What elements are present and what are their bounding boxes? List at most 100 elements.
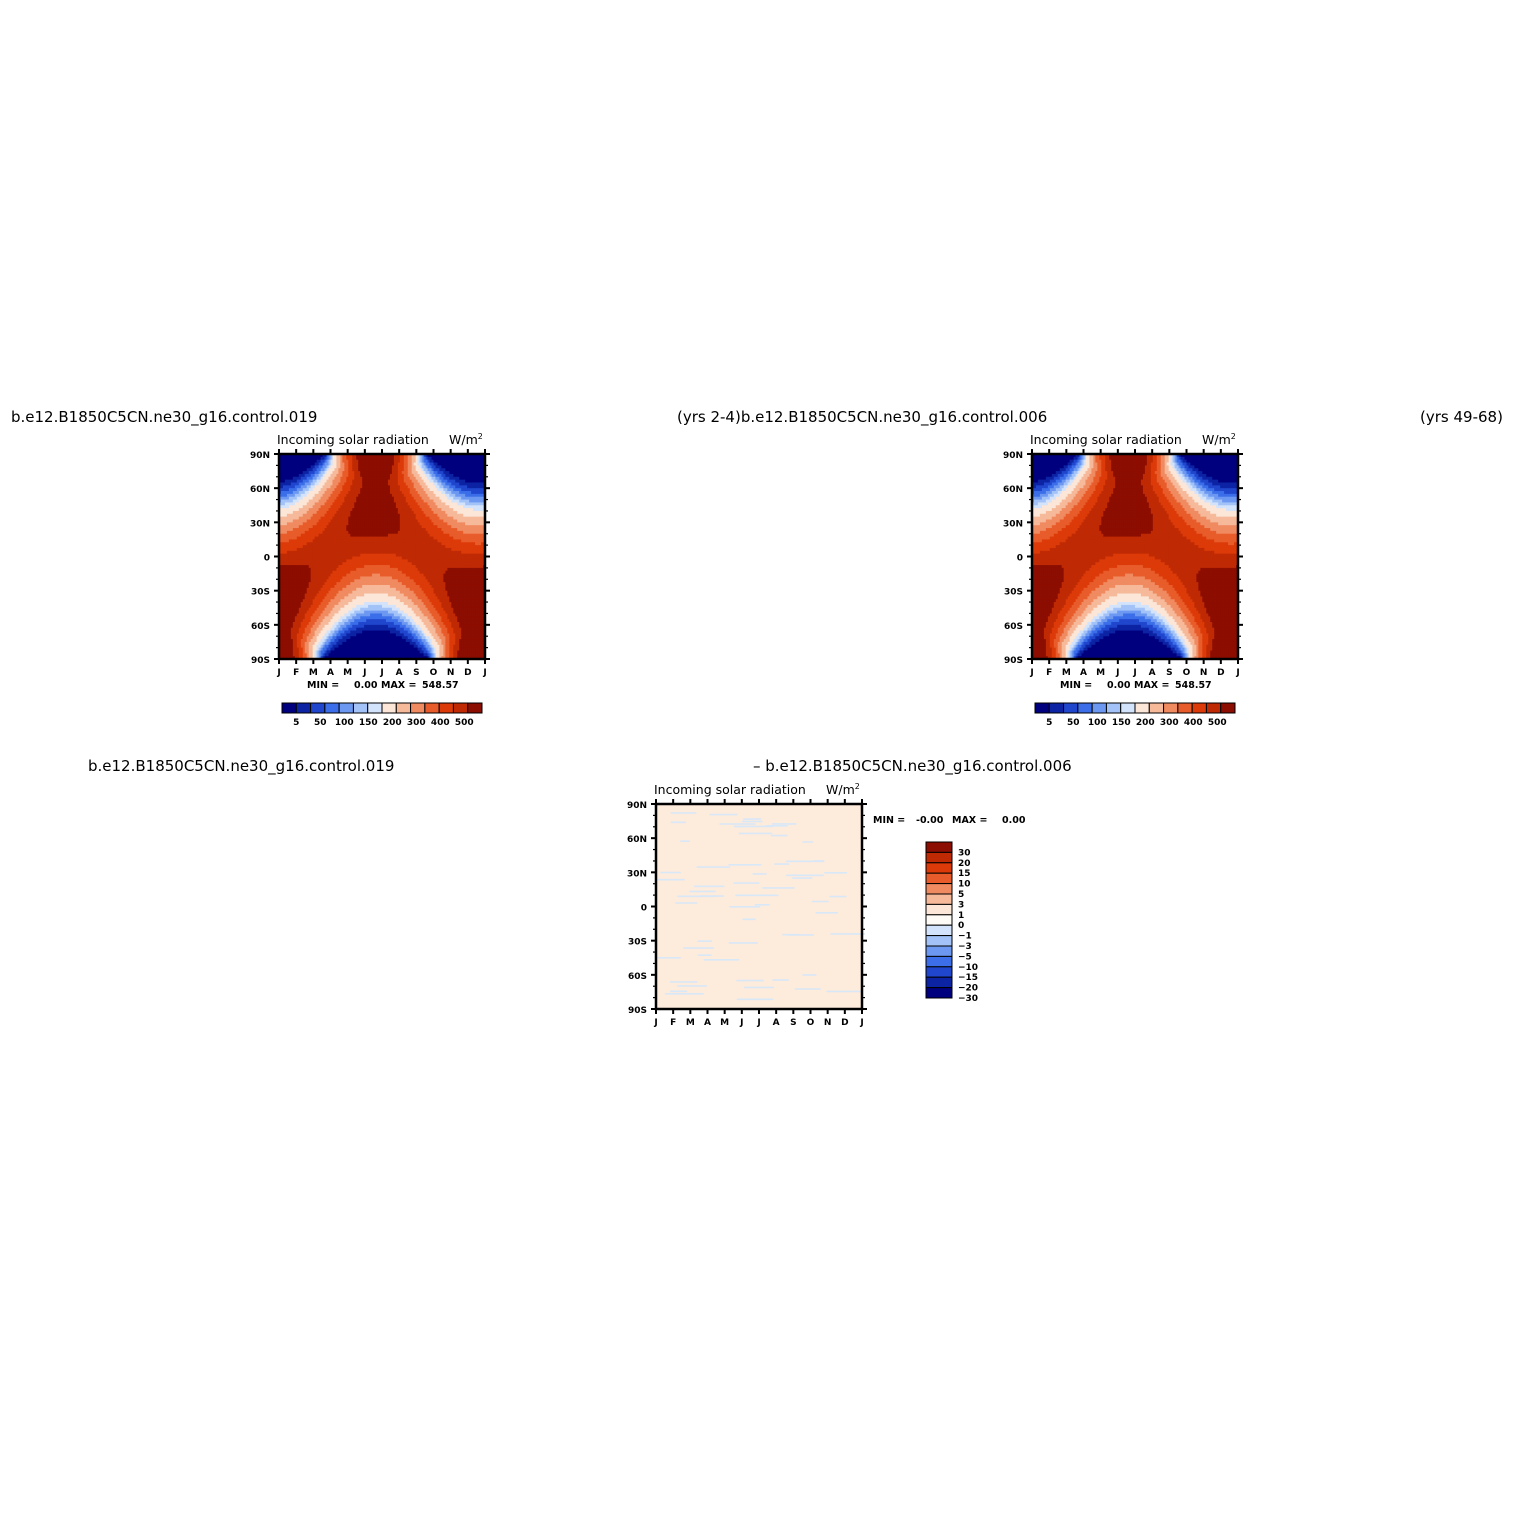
- panel1-cell: [280, 462, 284, 466]
- panel1-cell: [320, 602, 324, 606]
- panel1-cell: [286, 493, 290, 498]
- panel1-cell: [312, 587, 316, 592]
- panel1-cell: [288, 536, 292, 541]
- panel1-cell: [292, 602, 296, 606]
- panel1-cell: [290, 522, 294, 526]
- panel1-cell: [284, 547, 288, 552]
- panel1-cell: [292, 513, 296, 518]
- panel1-cell: [279, 556, 282, 560]
- panel1-cell: [290, 508, 294, 512]
- panel1-cell: [310, 562, 314, 566]
- panel1-cell: [304, 590, 308, 595]
- panel1-cell: [296, 553, 300, 558]
- panel1-cell: [298, 456, 302, 461]
- panel1-cell: [316, 579, 320, 583]
- panel1-cell: [296, 599, 300, 603]
- panel1-cell: [288, 624, 292, 629]
- panel1-cell: [294, 516, 298, 521]
- panel1-cell: [308, 584, 312, 589]
- panel1-cell: [306, 556, 310, 560]
- panel1-cell: [282, 493, 286, 498]
- panel1-cell: [304, 530, 308, 535]
- panel1-cell: [314, 491, 318, 495]
- panel1-cell: [318, 553, 322, 558]
- panel1-cell: [316, 516, 320, 521]
- panel1-cell: [318, 653, 322, 657]
- panel1-cell: [300, 476, 304, 481]
- panel1-cell: [314, 462, 318, 466]
- panel1-cell: [300, 619, 304, 623]
- panel1-cell: [320, 516, 324, 521]
- panel1-cell: [304, 482, 308, 486]
- panel1-cell: [298, 596, 302, 600]
- panel1-cell: [308, 530, 312, 535]
- panel1-cell: [282, 505, 286, 509]
- panel1-cell: [280, 602, 284, 606]
- panel1-cell: [300, 607, 304, 612]
- panel1-cell: [296, 579, 300, 583]
- panel1-cell: [306, 459, 310, 464]
- panel1-cell: [280, 590, 284, 595]
- panel1-cell: [290, 528, 294, 532]
- panel1-cell: [300, 584, 304, 589]
- panel1-cell: [310, 542, 314, 546]
- panel1-cell: [306, 491, 310, 495]
- panel1-cell: [288, 582, 292, 586]
- panel1-cell: [308, 576, 312, 580]
- panel1-cell: [290, 533, 294, 538]
- panel1-cell: [304, 616, 308, 620]
- panel1-cell: [284, 593, 288, 597]
- panel1-cell: [322, 530, 326, 535]
- panel1-cell: [306, 650, 310, 654]
- panel1-cell: [310, 639, 314, 643]
- panel1-cell: [304, 462, 308, 466]
- panel1-cell: [304, 602, 308, 606]
- panel1-cell: [296, 491, 300, 495]
- panel1-cell: [284, 485, 288, 489]
- panel1-cell: [318, 462, 322, 466]
- panel1-cell: [310, 528, 314, 532]
- panel1-cell: [296, 590, 300, 595]
- panel1-cell: [302, 519, 306, 523]
- panel1-cell: [302, 616, 306, 620]
- panel1-cell: [286, 459, 290, 464]
- panel1-cell: [280, 508, 284, 512]
- panel1-cell: [284, 539, 288, 543]
- panel1-cell: [279, 596, 282, 600]
- panel1-cell: [282, 562, 286, 566]
- panel1-cell: [280, 542, 284, 546]
- panel1-cell: [318, 485, 322, 489]
- panel1-cell: [308, 602, 312, 606]
- panel1-cell: [314, 556, 318, 560]
- panel1-cell: [312, 562, 316, 566]
- panel1-cell: [316, 562, 320, 566]
- panel1-cell: [284, 599, 288, 603]
- panel1-cell: [314, 639, 318, 643]
- panel1-cell: [306, 456, 310, 461]
- panel1-cell: [300, 596, 304, 600]
- panel1-cell: [284, 630, 288, 634]
- panel1-cell: [312, 542, 316, 546]
- panel1-cell: [308, 567, 312, 572]
- panel1-cell: [294, 644, 298, 649]
- panel1-cell: [296, 508, 300, 512]
- panel1-cell: [306, 599, 310, 603]
- panel1-cell: [286, 499, 290, 504]
- panel1-cell: [296, 636, 300, 640]
- panel1-cell: [284, 542, 288, 546]
- panel1-cell: [292, 644, 296, 649]
- panel1-cell: [298, 547, 302, 552]
- panel1-cell: [288, 493, 292, 498]
- panel1-cell: [310, 519, 314, 523]
- panel1-cell: [312, 630, 316, 634]
- panel1-cell: [302, 610, 306, 615]
- panel1-cell: [302, 590, 306, 595]
- panel1-cell: [304, 650, 308, 654]
- panel1-cell: [288, 610, 292, 615]
- panel1-cell: [288, 559, 292, 563]
- panel1-cell: [279, 496, 282, 501]
- panel1-cell: [279, 590, 282, 595]
- panel1-cell: [288, 553, 292, 558]
- panel1-cell: [302, 593, 306, 597]
- panel1-cell: [302, 596, 306, 600]
